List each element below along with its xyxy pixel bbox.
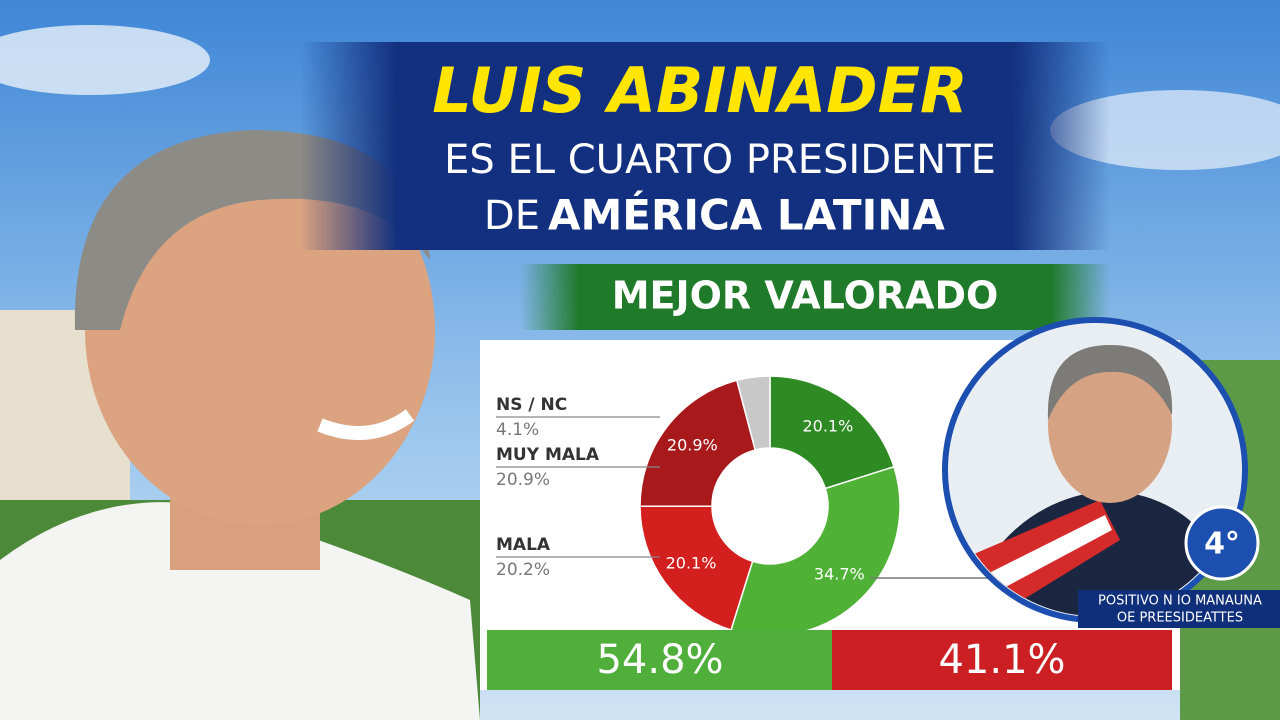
hair bbox=[1047, 345, 1173, 420]
subtitle: DE bbox=[484, 193, 540, 239]
total-negative bbox=[832, 630, 1172, 690]
caption: OE PREESIDEATTES bbox=[1117, 611, 1243, 626]
shirt bbox=[0, 502, 480, 720]
face bbox=[1048, 347, 1172, 503]
side-label: MALA bbox=[496, 535, 551, 555]
side-value: 20.2% bbox=[496, 560, 550, 580]
rank: 4° bbox=[1204, 527, 1240, 562]
donut-slice bbox=[639, 505, 754, 631]
slice-label: 20.1% bbox=[666, 554, 717, 573]
donut-slice bbox=[735, 375, 771, 451]
total-label: 41.1% bbox=[938, 637, 1065, 683]
donut-slice bbox=[639, 379, 757, 507]
sash bbox=[975, 515, 1112, 598]
side-value: 4.1% bbox=[496, 420, 539, 440]
caption-box bbox=[1078, 590, 1280, 628]
header-band bbox=[300, 42, 1110, 250]
slice-label: 20.1% bbox=[802, 416, 853, 435]
rank-badge bbox=[1184, 505, 1260, 581]
side-label: NS / NC bbox=[496, 395, 567, 415]
donut-slice bbox=[769, 375, 895, 490]
banner bbox=[520, 264, 1110, 330]
side-value: 20.9% bbox=[496, 470, 550, 490]
side-label: MUY MALA bbox=[496, 445, 600, 465]
subtitle-bold: AMÉRICA LATINA bbox=[548, 190, 945, 240]
smile bbox=[317, 409, 415, 440]
total-label: 54.8% bbox=[596, 637, 723, 683]
slice-label: 34.7% bbox=[814, 565, 865, 584]
slice-label: 20.9% bbox=[667, 436, 718, 455]
subtitle: ES EL CUARTO PRESIDENTE bbox=[444, 137, 996, 183]
title: LUIS ABINADER bbox=[432, 54, 968, 127]
total-positive bbox=[487, 630, 832, 690]
side-labels: NS / NC 4.1% MUY MALA 20.9% MALA 20.2% bbox=[496, 395, 660, 580]
caption: POSITIVO N IO MANAUNA bbox=[1098, 594, 1262, 609]
cloud bbox=[0, 25, 210, 95]
banner-text: MEJOR VALORADO bbox=[612, 274, 999, 318]
